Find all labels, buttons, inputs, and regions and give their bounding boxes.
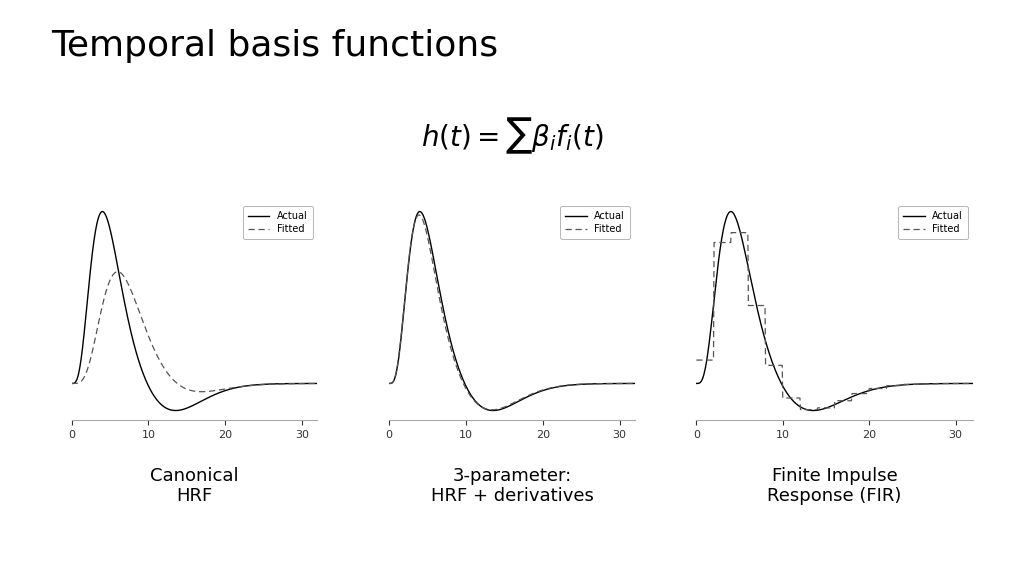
- Fitted: [824, 404, 837, 411]
- Fitted: [501, 403, 513, 410]
- Actual: [841, 396, 853, 403]
- Actual: [311, 380, 324, 387]
- Fitted: [967, 380, 979, 387]
- Actual: [486, 407, 499, 414]
- Fitted: [184, 387, 197, 394]
- Actual: [184, 403, 197, 410]
- Legend: Actual, Fitted: Actual, Fitted: [560, 206, 630, 239]
- Fitted: [841, 397, 853, 404]
- Line: Fitted: Fitted: [72, 272, 317, 392]
- Fitted: [690, 357, 702, 363]
- Fitted: [629, 380, 641, 387]
- Text: Temporal basis functions: Temporal basis functions: [51, 29, 499, 63]
- Fitted: [918, 380, 930, 387]
- Actual: [690, 380, 702, 387]
- Text: $h(t) = \sum \beta_i f_i(t)$: $h(t) = \sum \beta_i f_i(t)$: [421, 115, 603, 156]
- Actual: [918, 380, 930, 387]
- Actual: [169, 407, 181, 414]
- Fitted: [586, 380, 598, 387]
- Line: Actual: Actual: [389, 211, 635, 411]
- Actual: [807, 407, 819, 414]
- Actual: [96, 208, 109, 215]
- Fitted: [795, 406, 807, 413]
- Actual: [586, 380, 598, 387]
- Actual: [530, 389, 543, 396]
- Actual: [414, 208, 426, 215]
- Fitted: [530, 389, 543, 396]
- Actual: [502, 403, 514, 410]
- Line: Fitted: Fitted: [696, 233, 973, 410]
- Line: Fitted: Fitted: [389, 215, 635, 410]
- Fitted: [196, 388, 208, 395]
- Fitted: [822, 404, 835, 411]
- Fitted: [112, 268, 124, 275]
- Fitted: [182, 386, 195, 393]
- Line: Actual: Actual: [696, 211, 973, 411]
- Actual: [383, 380, 395, 387]
- Actual: [856, 389, 868, 396]
- Actual: [725, 208, 737, 215]
- Actual: [822, 404, 835, 411]
- Actual: [629, 380, 641, 387]
- Fitted: [517, 395, 529, 401]
- Fitted: [502, 402, 514, 409]
- Fitted: [311, 380, 324, 387]
- Actual: [66, 380, 78, 387]
- Fitted: [383, 380, 395, 387]
- Legend: Actual, Fitted: Actual, Fitted: [243, 206, 312, 239]
- Actual: [501, 404, 513, 411]
- Actual: [962, 380, 974, 387]
- Actual: [268, 380, 281, 387]
- Fitted: [725, 229, 737, 236]
- Fitted: [413, 211, 425, 218]
- Fitted: [962, 380, 974, 387]
- Legend: Actual, Fitted: Actual, Fitted: [898, 206, 968, 239]
- Fitted: [306, 380, 318, 387]
- Actual: [824, 403, 837, 410]
- Actual: [213, 389, 225, 396]
- Text: 3-parameter:
HRF + derivatives: 3-parameter: HRF + derivatives: [430, 467, 594, 505]
- Fitted: [486, 406, 499, 413]
- Actual: [624, 380, 636, 387]
- Fitted: [856, 390, 868, 397]
- Fitted: [268, 381, 281, 388]
- Actual: [200, 396, 212, 403]
- Actual: [306, 380, 318, 387]
- Fitted: [624, 380, 636, 387]
- Fitted: [200, 388, 212, 395]
- Fitted: [213, 386, 225, 393]
- Actual: [517, 396, 529, 403]
- Text: Finite Impulse
Response (FIR): Finite Impulse Response (FIR): [767, 467, 902, 505]
- Fitted: [66, 380, 78, 387]
- Actual: [183, 404, 196, 411]
- Text: Canonical
HRF: Canonical HRF: [151, 467, 239, 505]
- Line: Actual: Actual: [72, 211, 317, 411]
- Actual: [967, 380, 979, 387]
